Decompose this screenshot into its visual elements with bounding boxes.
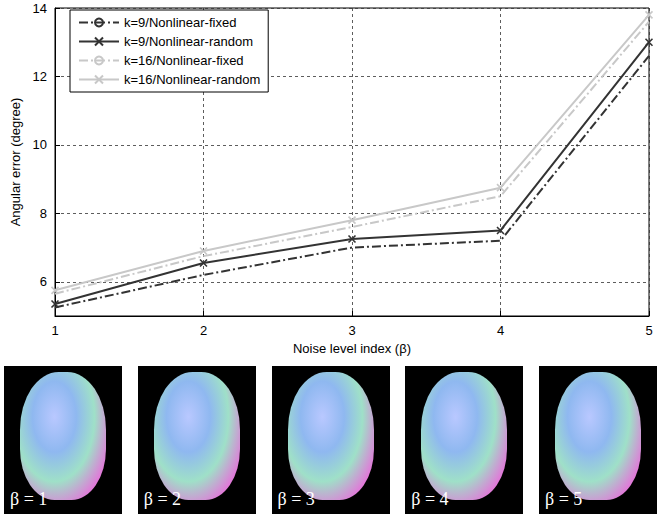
- svg-text:k=9/Nonlinear-random: k=9/Nonlinear-random: [124, 34, 253, 49]
- svg-text:5: 5: [645, 323, 652, 338]
- svg-text:k=9/Nonlinear-fixed: k=9/Nonlinear-fixed: [124, 15, 236, 30]
- svg-text:10: 10: [33, 137, 47, 152]
- html-text:β = 5: β = 5: [545, 489, 583, 509]
- svg-text:12: 12: [33, 69, 47, 84]
- html-text:β = 4: β = 4: [411, 489, 449, 509]
- svg-text:8: 8: [40, 206, 47, 221]
- html-text:β = 1: β = 1: [10, 489, 48, 509]
- svg-text:k=16/Nonlinear-random: k=16/Nonlinear-random: [124, 72, 260, 87]
- svg-text:14: 14: [33, 1, 47, 16]
- svg-text:1: 1: [51, 323, 58, 338]
- svg-text:4: 4: [497, 323, 504, 338]
- svg-text:Noise level index (β): Noise level index (β): [293, 341, 411, 356]
- svg-text:3: 3: [348, 323, 355, 338]
- svg-text:2: 2: [200, 323, 207, 338]
- html-text:β = 2: β = 2: [143, 489, 182, 509]
- svg-text:Angular error (degree): Angular error (degree): [8, 98, 23, 227]
- svg-text:6: 6: [40, 274, 47, 289]
- svg-text:k=16/Nonlinear-fixed: k=16/Nonlinear-fixed: [124, 53, 244, 68]
- html-text:β = 3: β = 3: [277, 489, 315, 509]
